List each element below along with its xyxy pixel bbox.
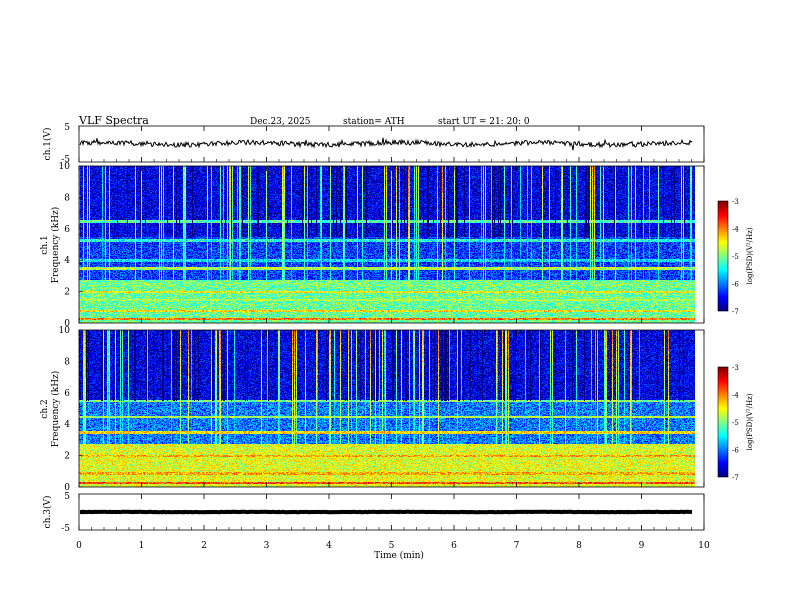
colorbar-tick-label: -3 xyxy=(732,364,739,372)
colorbar-tick-label: -7 xyxy=(732,474,739,482)
time-tick-label: 9 xyxy=(639,541,645,551)
time-tick-label: 5 xyxy=(389,541,395,551)
ch1-ytick-top: 5 xyxy=(64,123,70,133)
frequency-tick-label: 2 xyxy=(64,288,70,298)
time-tick-label: 8 xyxy=(576,541,582,551)
figure-station: station= ATH xyxy=(343,117,405,127)
frequency-tick-label: 8 xyxy=(64,357,70,367)
frequency-tick-label: 2 xyxy=(64,452,70,462)
ch1-spectrogram-yticks: 0 2 4 6 8 10 xyxy=(59,162,83,329)
time-tick-label: 3 xyxy=(264,541,270,551)
time-tick-label: 10 xyxy=(698,541,710,551)
ch1-colorbar-gradient xyxy=(718,201,728,311)
figure-date: Dec.23, 2025 xyxy=(250,117,311,127)
ch1-ytick-bottom: -5 xyxy=(61,155,70,165)
ch2-colorbar-gradient xyxy=(718,367,728,477)
ch2-spectrogram-ylabel: Frequency (kHz) xyxy=(50,371,61,448)
ch2-spectrogram-image xyxy=(79,330,695,487)
frequency-tick-label: 8 xyxy=(64,193,70,203)
ch1-spectrogram-channel-label: ch.1 xyxy=(40,235,50,254)
ch2-colorbar-ticks: -3 -4 -5 -6 -7 xyxy=(732,364,739,482)
ch1-colorbar-label: log(PSD)(V²/Hz) xyxy=(746,227,754,284)
ch1-ylabel: ch.1(V) xyxy=(42,128,53,161)
ch1-waveform-trace xyxy=(79,137,693,151)
colorbar-tick-label: -7 xyxy=(732,308,739,316)
colorbar-tick-label: -6 xyxy=(732,447,739,455)
time-tick-label: 0 xyxy=(76,541,82,551)
colorbar-tick-label: -6 xyxy=(732,281,739,289)
figure-start-time: start UT = 21: 20: 0 xyxy=(438,117,530,127)
frequency-tick-label: 4 xyxy=(64,256,70,266)
frequency-tick-label: 4 xyxy=(64,420,70,430)
time-tick-label: 1 xyxy=(139,541,145,551)
ch1-spectrogram-ylabel: Frequency (kHz) xyxy=(50,207,61,284)
ch3-waveform-trace xyxy=(80,509,693,515)
ch1-spectrogram-frame xyxy=(78,165,705,324)
ch2-spectrogram-frame xyxy=(78,329,705,488)
frequency-tick-label: 10 xyxy=(59,162,71,172)
ch2-spectrogram-yticks: 0 2 4 6 8 10 xyxy=(59,326,83,493)
time-axis-ticks: 0 1 2 3 4 5 6 7 8 9 10 xyxy=(76,126,710,551)
frequency-tick-label: 6 xyxy=(64,225,70,235)
colorbar-tick-label: -4 xyxy=(732,392,739,400)
ch1-colorbar-frame xyxy=(717,200,729,312)
time-axis-label: Time (min) xyxy=(374,550,424,561)
colorbar-tick-label: -5 xyxy=(732,419,739,427)
ch2-spectrogram-channel-label: ch.2 xyxy=(40,399,50,418)
colorbar-tick-label: -4 xyxy=(732,226,739,234)
ch2-colorbar-label: log(PSD)(V²/Hz) xyxy=(746,393,754,450)
colorbar-tick-label: -5 xyxy=(732,253,739,261)
frequency-tick-label: 0 xyxy=(64,319,70,329)
frequency-tick-label: 0 xyxy=(64,483,70,493)
ch3-ytick-top: 5 xyxy=(64,492,70,502)
colorbar-tick-label: -3 xyxy=(732,198,739,206)
ch3-ytick-bottom: -5 xyxy=(61,524,70,534)
time-tick-label: 4 xyxy=(326,541,332,551)
figure-title: VLF Spectra xyxy=(78,114,149,127)
ch2-colorbar-frame xyxy=(717,366,729,478)
time-tick-label: 2 xyxy=(201,541,207,551)
time-tick-label: 7 xyxy=(514,541,520,551)
ch1-spectrogram-image xyxy=(79,166,695,323)
ch3-ylabel: ch.3(V) xyxy=(42,496,53,529)
time-tick-label: 6 xyxy=(451,541,457,551)
frequency-tick-label: 6 xyxy=(64,389,70,399)
frequency-tick-label: 10 xyxy=(59,326,71,336)
ch1-colorbar-ticks: -3 -4 -5 -6 -7 xyxy=(732,198,739,316)
